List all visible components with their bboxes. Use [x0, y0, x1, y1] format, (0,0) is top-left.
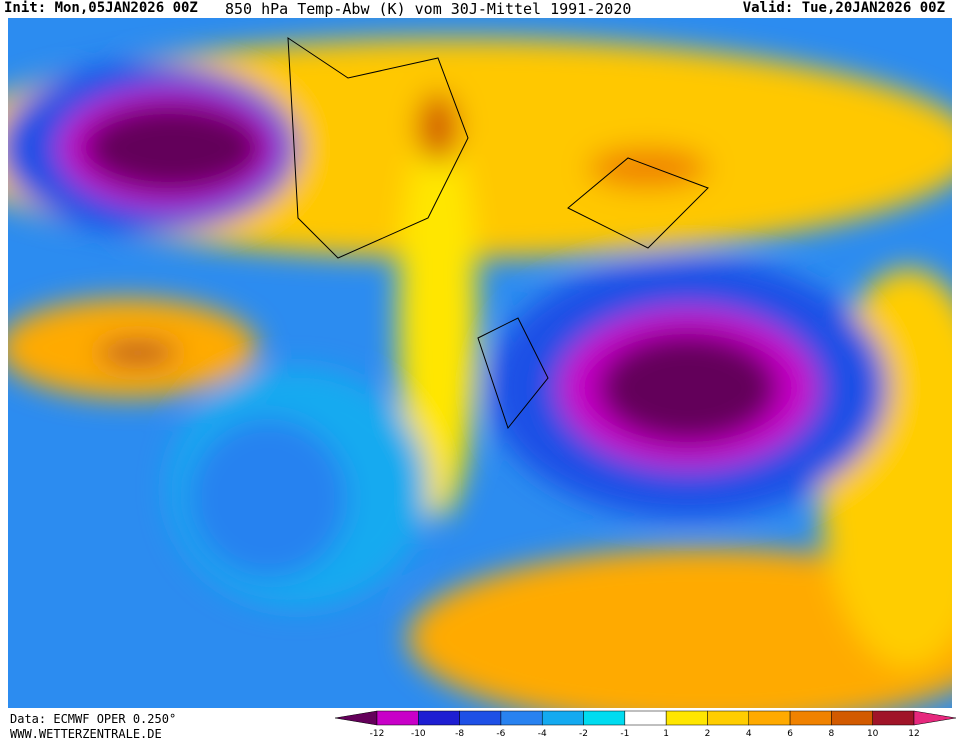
colorbar-label: 6	[787, 729, 793, 739]
colorbar-segment	[376, 710, 419, 726]
colorbar-segment	[541, 710, 584, 726]
colorbar-segment	[665, 710, 708, 726]
data-source: Data: ECMWF OPER 0.250°	[10, 712, 177, 726]
colorbar-label: -8	[455, 729, 464, 739]
colorbar-label: 12	[908, 729, 919, 739]
colorbar-segment	[418, 710, 460, 726]
colorbar-label: 4	[746, 729, 752, 739]
colorbar-label: -12	[370, 729, 385, 739]
colorbar-segment	[500, 710, 543, 726]
init-time: Init: Mon,05JAN2026 00Z	[4, 0, 198, 16]
colorbar-label: 1	[663, 729, 669, 739]
colorbar-segment	[707, 710, 750, 726]
colorbar-segment	[872, 710, 915, 726]
colorbar-segment	[831, 710, 873, 726]
colorbar-label: -1	[620, 729, 629, 739]
colorbar-label: -6	[496, 729, 505, 739]
colorbar-segment	[583, 710, 626, 726]
map	[8, 18, 952, 708]
colorbar-label: 10	[867, 729, 879, 739]
colorbar-arrow	[334, 710, 378, 726]
colorbar-label: 2	[705, 729, 711, 739]
colorbar-segment	[624, 710, 667, 726]
map-title: 850 hPa Temp-Abw (K) vom 30J-Mittel 1991…	[225, 0, 632, 18]
colorbar-label: -2	[579, 729, 588, 739]
colorbar-label: -10	[411, 729, 426, 739]
colorbar-segment	[459, 710, 502, 726]
colorbar-label: -4	[538, 729, 547, 739]
colorbar-segment	[789, 710, 832, 726]
website: WWW.WETTERZENTRALE.DE	[10, 727, 162, 741]
colorbar-label: 8	[829, 729, 835, 739]
colorbar-segment	[748, 710, 791, 726]
colorbar-arrow	[913, 710, 957, 726]
colorbar: -12 -10 -8 -6 -4 -2 -1 1 2 4 6 8 10 12	[334, 710, 957, 739]
valid-time: Valid: Tue,20JAN2026 00Z	[742, 0, 945, 16]
